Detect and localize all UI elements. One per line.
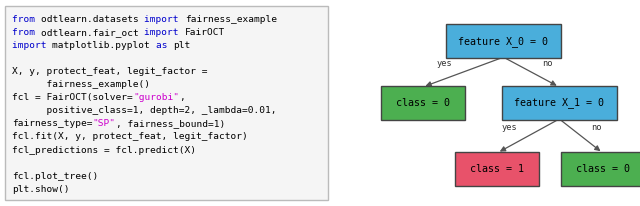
Text: positive_class=1, depth=2, _lambda=0.01,: positive_class=1, depth=2, _lambda=0.01,: [12, 106, 276, 115]
Text: fcl.plot_tree(): fcl.plot_tree(): [12, 172, 99, 181]
Text: class = 1: class = 1: [470, 164, 524, 174]
Text: yes: yes: [502, 123, 518, 132]
FancyBboxPatch shape: [561, 152, 640, 186]
Text: fairness_example(): fairness_example(): [12, 80, 150, 89]
Text: from: from: [12, 15, 41, 24]
Text: feature X_0 = 0: feature X_0 = 0: [458, 36, 548, 47]
Text: odtlearn.datasets: odtlearn.datasets: [41, 15, 145, 24]
Text: , fairness_bound=1): , fairness_bound=1): [116, 119, 225, 128]
FancyBboxPatch shape: [381, 86, 465, 120]
Text: odtlearn.fair_oct: odtlearn.fair_oct: [41, 28, 145, 37]
Text: import: import: [145, 15, 185, 24]
Text: yes: yes: [436, 59, 452, 68]
Text: fcl_predictions = fcl.predict(X): fcl_predictions = fcl.predict(X): [12, 145, 196, 154]
Text: fairness_example: fairness_example: [185, 15, 276, 24]
Text: X, y, protect_feat, legit_factor =: X, y, protect_feat, legit_factor =: [12, 67, 208, 76]
Text: "SP": "SP": [93, 119, 116, 128]
Text: ,: ,: [179, 93, 185, 102]
Text: import: import: [12, 41, 52, 50]
Text: fcl.fit(X, y, protect_feat, legit_factor): fcl.fit(X, y, protect_feat, legit_factor…: [12, 132, 248, 142]
Text: from: from: [12, 28, 41, 37]
Text: feature X_1 = 0: feature X_1 = 0: [515, 98, 604, 108]
Text: as: as: [156, 41, 173, 50]
Text: fairness_type=: fairness_type=: [12, 119, 93, 128]
Text: no: no: [591, 123, 602, 132]
FancyBboxPatch shape: [446, 24, 561, 58]
Text: plt: plt: [173, 41, 191, 50]
Text: class = 0: class = 0: [396, 98, 450, 108]
Text: class = 0: class = 0: [576, 164, 630, 174]
Text: FairOCT: FairOCT: [185, 28, 225, 37]
Text: fcl = FairOCT(solver=: fcl = FairOCT(solver=: [12, 93, 133, 102]
FancyBboxPatch shape: [455, 152, 539, 186]
Text: plt.show(): plt.show(): [12, 185, 70, 194]
Text: import: import: [145, 28, 185, 37]
Text: no: no: [541, 59, 552, 68]
Text: matplotlib.pyplot: matplotlib.pyplot: [52, 41, 156, 50]
FancyBboxPatch shape: [502, 86, 617, 120]
Text: "gurobi": "gurobi": [133, 93, 179, 102]
